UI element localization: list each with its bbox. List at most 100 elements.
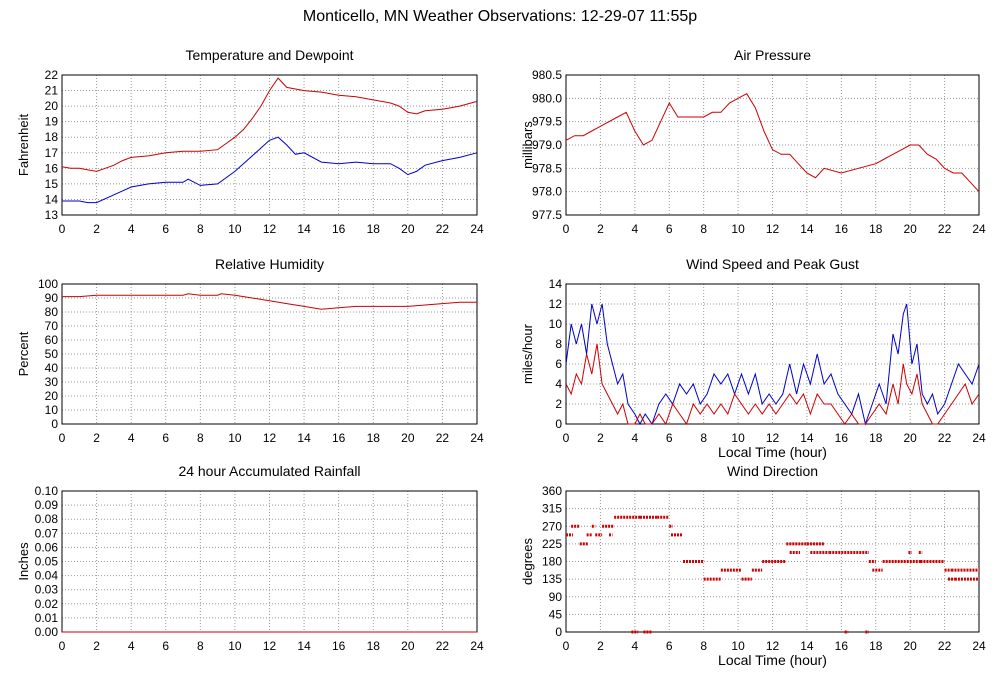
pressure-x-tick-label: 8 [700, 222, 707, 236]
humidity-x-tick-label: 24 [470, 431, 484, 445]
humidity-x-tick-label: 14 [297, 431, 311, 445]
pressure-x-tick-label: 24 [972, 222, 986, 236]
humidity-x-tick-label: 6 [162, 431, 169, 445]
direction-y-tick-label: 315 [542, 502, 562, 516]
direction-x-tick-label: 24 [972, 639, 986, 653]
pressure-y-tick-label: 979.5 [532, 115, 562, 129]
wind-y-tick-label: 0 [555, 417, 562, 431]
wind-y-axis-label: miles/hour [520, 323, 535, 384]
rain-x-tick-label: 8 [197, 639, 204, 653]
humidity-x-tick-label: 8 [197, 431, 204, 445]
temp-series-0-line [61, 77, 478, 172]
direction-x-tick-label: 16 [835, 639, 849, 653]
humidity-x-tick-label: 16 [332, 431, 346, 445]
temp-y-tick-label: 17 [45, 146, 59, 160]
pressure-y-tick-label: 978.5 [532, 161, 562, 175]
humidity-y-tick-label: 50 [45, 347, 59, 361]
wind-x-tick-label: 16 [835, 431, 849, 445]
pressure-y-tick-label: 979.0 [532, 138, 562, 152]
pressure-y-axis-label: millibars [520, 121, 535, 169]
humidity-y-tick-label: 90 [45, 291, 59, 305]
wind-y-tick-label: 6 [555, 357, 562, 371]
wind-y-tick-label: 12 [549, 297, 563, 311]
rain-y-tick-label: 0.03 [35, 583, 59, 597]
humidity-series-0-line [62, 293, 477, 310]
wind-y-tick-label: 2 [555, 397, 562, 411]
rain-x-tick-label: 20 [401, 639, 415, 653]
direction-x-tick-label: 10 [731, 639, 745, 653]
humidity-y-tick-label: 100 [38, 277, 58, 291]
pressure-y-tick-label: 980.5 [532, 68, 562, 82]
rain-x-tick-label: 12 [263, 639, 277, 653]
wind-y-tick-label: 8 [555, 337, 562, 351]
rain-x-tick-label: 4 [128, 639, 135, 653]
page-title: Monticello, MN Weather Observations: 12-… [302, 8, 698, 25]
humidity-x-tick-label: 10 [228, 431, 242, 445]
direction-y-tick-label: 90 [549, 590, 563, 604]
direction-x-axis-label: Local Time (hour) [718, 652, 827, 668]
wind-x-tick-label: 22 [938, 431, 952, 445]
rain-x-tick-label: 16 [332, 639, 346, 653]
rain-y-axis-label: Inches [16, 542, 31, 581]
temp-y-tick-label: 13 [45, 208, 59, 222]
pressure-x-tick-label: 10 [731, 222, 745, 236]
humidity-chart: 0 2 4 6 8 10 12 14 16 18 20 22 240102030405060708090… [16, 256, 484, 445]
wind-plot-frame [565, 283, 980, 425]
humidity-y-tick-label: 40 [45, 361, 59, 375]
rain-y-tick-label: 0.07 [35, 526, 59, 540]
temp-y-tick-label: 14 [45, 192, 59, 206]
direction-x-tick-label: 14 [800, 639, 814, 653]
wind-x-axis-label: Local Time (hour) [718, 444, 827, 460]
rain-y-tick-label: 0.02 [35, 597, 59, 611]
temp-x-tick-label: 18 [367, 222, 381, 236]
direction-y-tick-label: 270 [542, 519, 562, 533]
humidity-y-tick-label: 20 [45, 389, 59, 403]
direction-x-tick-label: 20 [903, 639, 917, 653]
humidity-x-tick-label: 22 [436, 431, 450, 445]
humidity-x-tick-label: 20 [401, 431, 415, 445]
rain-x-tick-label: 6 [162, 639, 169, 653]
pressure-x-tick-label: 20 [903, 222, 917, 236]
temp-chart-title: Temperature and Dewpoint [185, 47, 353, 63]
temp-x-tick-label: 12 [263, 222, 277, 236]
temp-x-tick-label: 20 [401, 222, 415, 236]
humidity-y-tick-label: 60 [45, 333, 59, 347]
pressure-plot-frame [565, 74, 980, 216]
rain-x-tick-label: 24 [470, 639, 484, 653]
temp-y-tick-label: 19 [45, 115, 59, 129]
temp-plot-frame [61, 74, 478, 216]
rain-y-tick-label: 0.06 [35, 540, 59, 554]
direction-chart-title: Wind Direction [727, 463, 818, 479]
direction-x-tick-label: 6 [666, 639, 673, 653]
rain-x-tick-label: 14 [297, 639, 311, 653]
temp-x-tick-label: 2 [93, 222, 100, 236]
direction-y-tick-label: 360 [542, 484, 562, 498]
temp-x-tick-label: 24 [470, 222, 484, 236]
direction-x-tick-label: 12 [766, 639, 780, 653]
temp-x-tick-label: 4 [128, 222, 135, 236]
wind-series-0-line [565, 303, 980, 426]
wind-chart-title: Wind Speed and Peak Gust [686, 256, 859, 272]
humidity-chart-title: Relative Humidity [215, 256, 324, 272]
wind-x-tick-label: 4 [631, 431, 638, 445]
rain-chart-title: 24 hour Accumulated Rainfall [178, 463, 360, 479]
humidity-y-tick-label: 0 [51, 417, 58, 431]
temp-chart: 0 2 4 6 8 10 12 14 16 18 20 22 241314151617181920212… [16, 47, 484, 236]
rain-y-tick-label: 0.09 [35, 498, 59, 512]
wind-x-tick-label: 14 [800, 431, 814, 445]
rain-x-tick-label: 0 [59, 639, 66, 653]
temp-y-tick-label: 20 [45, 99, 59, 113]
direction-x-tick-label: 8 [700, 639, 707, 653]
rain-x-tick-label: 18 [367, 639, 381, 653]
humidity-x-tick-label: 4 [128, 431, 135, 445]
pressure-x-tick-label: 18 [869, 222, 883, 236]
wind-y-tick-label: 10 [549, 317, 563, 331]
pressure-y-tick-label: 977.5 [532, 208, 562, 222]
humidity-y-tick-label: 10 [45, 403, 59, 417]
temp-x-tick-label: 22 [436, 222, 450, 236]
humidity-y-tick-label: 30 [45, 375, 59, 389]
temp-y-tick-label: 21 [45, 84, 59, 98]
wind-series-1-line [565, 343, 980, 426]
